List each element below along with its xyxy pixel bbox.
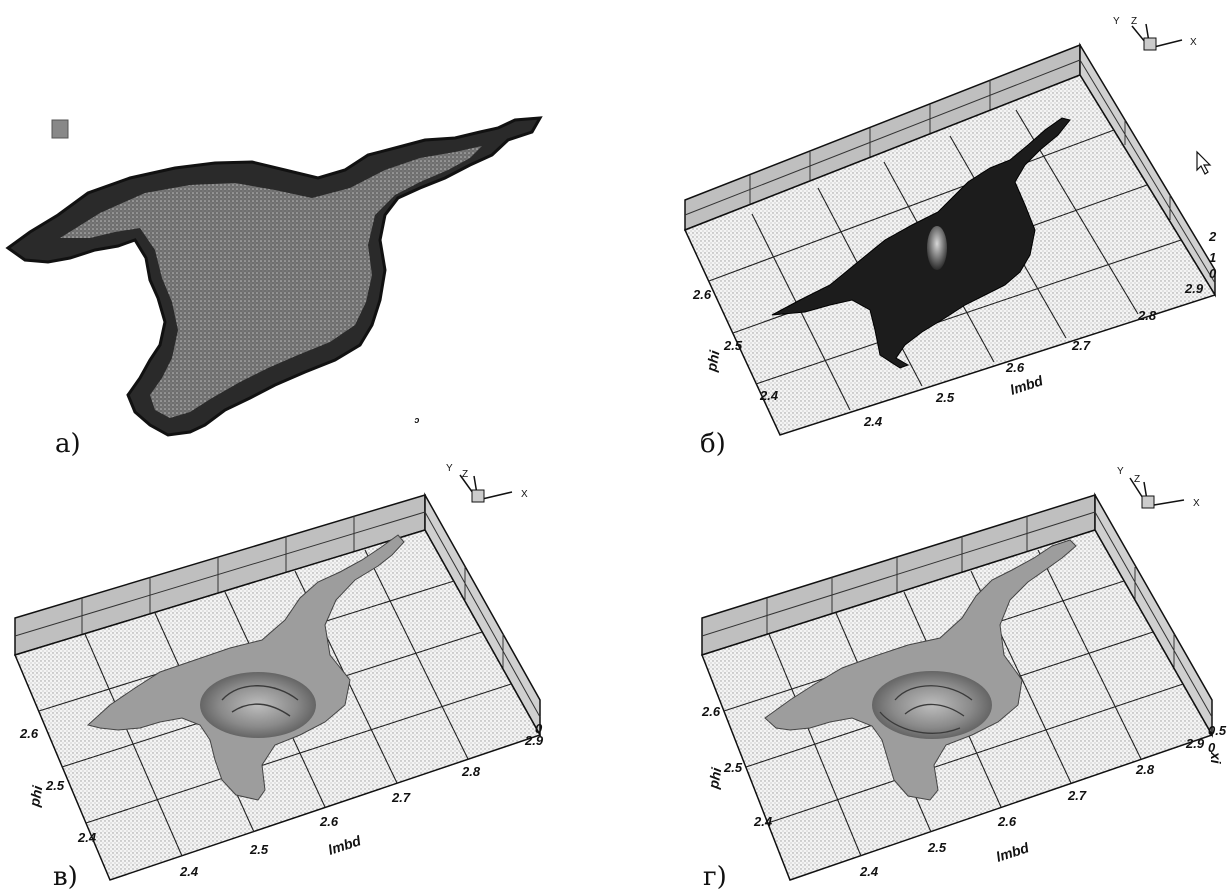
- axis-triad-d: X Y Z: [1117, 466, 1200, 509]
- lmbd-tick: 2.5: [927, 840, 947, 855]
- panel-b: X Y Z: [683, 16, 1217, 459]
- lmbd-tick: 2.7: [1067, 788, 1087, 803]
- lmbd-axis-label: lmbd: [326, 832, 363, 858]
- sea-interior: [60, 146, 482, 418]
- axis-triad-c: X Y Z: [446, 463, 528, 503]
- z-tick: 2: [1208, 229, 1217, 244]
- panel-label-a: а): [55, 429, 81, 459]
- cursor-icon: [1196, 150, 1212, 175]
- z-tick: 0: [535, 721, 543, 736]
- lmbd-tick: 2.4: [863, 414, 883, 429]
- lmbd-tick: 2.6: [997, 814, 1017, 829]
- lmbd-tick: 2.8: [1137, 308, 1157, 323]
- z-axis-label: xi: [1208, 751, 1224, 765]
- phi-tick: 2.5: [723, 338, 743, 353]
- triad-x-label: X: [1190, 37, 1197, 48]
- sea-surface-c: [86, 534, 405, 801]
- lmbd-tick: 2.6: [1005, 360, 1025, 375]
- triad-y-label: Y: [1113, 16, 1120, 27]
- phi-tick: 2.4: [77, 830, 97, 845]
- panel-label-d: г): [703, 862, 727, 892]
- panel-c: X Y Z 2.6: [13, 463, 544, 892]
- toolbar-icon[interactable]: [51, 119, 69, 139]
- z-tick: 0: [1209, 266, 1217, 281]
- triad-x-label: X: [1193, 498, 1200, 509]
- panel-label-c: в): [53, 862, 78, 892]
- lmbd-tick: 2.5: [249, 842, 269, 857]
- surface-contour: [879, 685, 973, 734]
- z-tick: 0: [1208, 740, 1216, 755]
- lmbd-tick: 2.4: [859, 864, 879, 879]
- phi-tick: 2.4: [759, 388, 779, 403]
- triad-y-label: Y: [1117, 466, 1124, 477]
- lmbd-tick: 2.7: [1071, 338, 1091, 353]
- phi-tick: 2.5: [723, 760, 743, 775]
- lmbd-tick: 2.9: [1185, 736, 1205, 751]
- phi-tick: 2.5: [45, 778, 65, 793]
- surge-peak: [927, 226, 947, 270]
- sea-surface-d: [764, 539, 1077, 801]
- z-tick: 0.5: [1208, 723, 1227, 738]
- phi-tick: 2.6: [19, 726, 39, 741]
- lmbd-axis-label: lmbd: [1008, 372, 1045, 398]
- lmbd-tick: 2.7: [391, 790, 411, 805]
- lmbd-tick: 2.9: [1184, 281, 1204, 296]
- phi-tick: 2.6: [692, 287, 712, 302]
- lmbd-axis-label: lmbd: [994, 839, 1031, 865]
- phi-axis-label: phi: [703, 348, 723, 374]
- lmbd-tick: 2.6: [319, 814, 339, 829]
- surface-contour: [221, 685, 299, 717]
- panel-d: X Y Z 2.6: [701, 466, 1227, 892]
- lmbd-tick: 2.8: [461, 764, 481, 779]
- lmbd-tick: 2.5: [935, 390, 955, 405]
- sea-surface-b: [771, 117, 1071, 369]
- phi-tick: 2.4: [753, 814, 773, 829]
- lmbd-tick: 2.9: [524, 733, 544, 748]
- triad-y-label: Y: [446, 463, 453, 474]
- panel-a: ᵓ а): [5, 116, 543, 459]
- lmbd-tick: 2.8: [1135, 762, 1155, 777]
- triad-z-label: Z: [1131, 16, 1137, 27]
- axis-triad-b: X Y Z: [1113, 16, 1197, 51]
- panel-label-b: б): [700, 429, 726, 459]
- phi-tick: 2.6: [701, 704, 721, 719]
- triad-z-label: Z: [462, 469, 468, 480]
- phi-axis-label: phi: [26, 783, 46, 809]
- triad-x-label: X: [521, 489, 528, 500]
- phi-axis-label: phi: [705, 765, 725, 791]
- z-tick: 1: [1209, 250, 1216, 265]
- lmbd-tick: 2.4: [179, 864, 199, 879]
- stray-mark: ᵓ: [414, 414, 420, 429]
- triad-z-label: Z: [1134, 474, 1140, 485]
- surge-depression: [200, 672, 316, 738]
